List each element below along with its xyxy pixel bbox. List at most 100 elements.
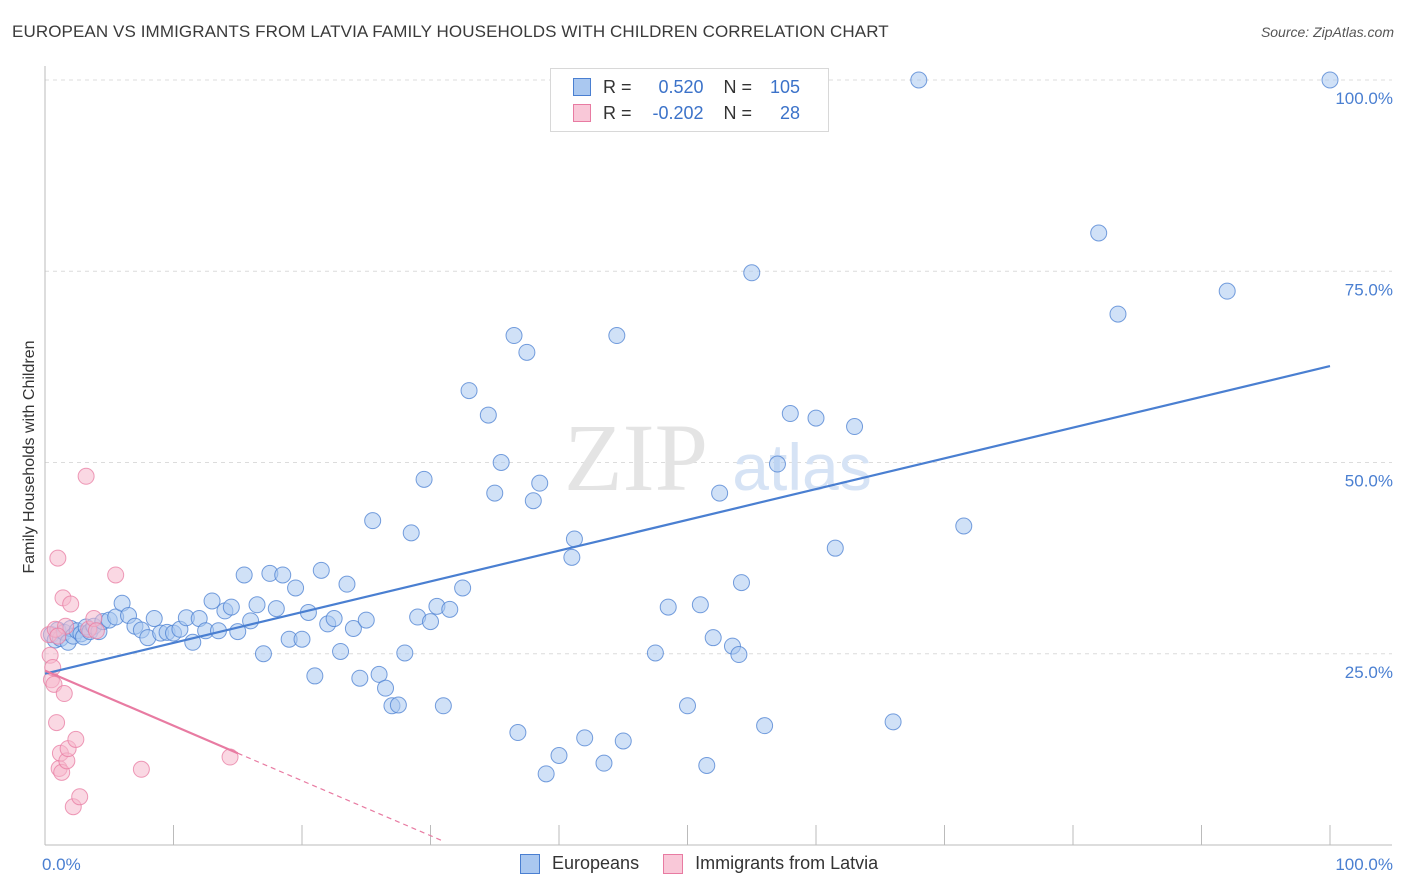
point-europeans: [509, 724, 527, 742]
point-europeans: [659, 598, 677, 616]
point-europeans: [1109, 305, 1127, 323]
point-europeans: [306, 667, 324, 685]
point-europeans: [325, 610, 343, 628]
point-latvia: [49, 549, 67, 567]
legend-r-label: R =: [603, 76, 632, 97]
point-europeans: [730, 646, 748, 664]
point-europeans: [550, 746, 568, 764]
point-latvia: [107, 566, 125, 584]
point-europeans: [732, 574, 750, 592]
point-europeans: [910, 71, 928, 89]
point-europeans: [955, 517, 973, 535]
watermark: ZIP atlas: [564, 404, 872, 511]
point-europeans: [460, 382, 478, 400]
point-europeans: [287, 579, 305, 597]
series-swatch-europeans: [520, 853, 540, 874]
data-points: [40, 71, 1339, 816]
legend-swatch-europeans: [573, 78, 591, 96]
legend-swatch-latvia: [573, 104, 591, 122]
point-europeans: [608, 327, 626, 345]
point-latvia: [67, 730, 85, 748]
series-legend-label: Immigrants from Latvia: [695, 853, 879, 873]
trend-line-europeans: [44, 365, 1331, 675]
point-europeans: [646, 644, 664, 662]
point-latvia: [71, 788, 89, 806]
legend-n-label: N =: [723, 76, 753, 97]
series-legend-latvia[interactable]: Immigrants from Latvia: [663, 853, 878, 874]
chart-title: EUROPEAN VS IMMIGRANTS FROM LATVIA FAMIL…: [12, 22, 889, 41]
legend-n-label: N =: [723, 102, 753, 123]
point-europeans: [1218, 282, 1236, 300]
point-europeans: [357, 611, 375, 629]
legend-row-latvia: R = -0.202 N = 28: [573, 101, 800, 125]
tick-labels: 25.0% 50.0% 75.0% 100.0% 0.0% 100.0%: [42, 89, 1393, 874]
point-europeans: [1090, 224, 1108, 242]
y-tick-label: 100.0%: [1335, 89, 1393, 108]
point-europeans: [441, 600, 459, 618]
point-europeans: [370, 665, 388, 683]
point-europeans: [576, 729, 594, 747]
point-latvia: [77, 467, 95, 485]
point-latvia: [132, 760, 150, 778]
point-europeans: [222, 598, 240, 616]
point-europeans: [563, 548, 581, 566]
point-europeans: [203, 592, 221, 610]
series-legend-europeans[interactable]: Europeans: [520, 853, 639, 874]
point-europeans: [402, 524, 420, 542]
point-europeans: [614, 732, 632, 750]
y-tick-label: 50.0%: [1345, 472, 1393, 491]
point-europeans: [698, 756, 716, 774]
point-europeans: [479, 406, 497, 424]
point-europeans: [884, 713, 902, 731]
legend-r-value: 0.520: [658, 76, 704, 97]
point-europeans: [454, 579, 472, 597]
correlation-legend: R = 0.520 N = 105 R = -0.202 N = 28: [550, 68, 829, 132]
point-europeans: [492, 454, 510, 471]
x-tick-label: 0.0%: [42, 855, 81, 874]
point-europeans: [743, 264, 761, 282]
point-europeans: [679, 697, 696, 715]
point-europeans: [312, 561, 330, 579]
point-europeans: [704, 629, 722, 647]
point-europeans: [524, 492, 542, 510]
point-europeans: [248, 596, 266, 614]
trend-line-latvia: [44, 669, 239, 755]
point-europeans: [505, 327, 523, 345]
point-europeans: [364, 512, 382, 530]
point-europeans: [293, 630, 311, 648]
point-europeans: [768, 455, 786, 473]
legend-r-label: R =: [603, 102, 632, 123]
point-europeans: [486, 484, 504, 502]
point-europeans: [691, 596, 709, 614]
point-europeans: [235, 566, 253, 584]
point-europeans: [274, 566, 292, 584]
point-europeans: [518, 343, 536, 361]
y-tick-label: 75.0%: [1345, 280, 1393, 299]
point-europeans: [338, 575, 356, 593]
point-europeans: [711, 484, 729, 502]
point-europeans: [1321, 71, 1339, 89]
point-europeans: [377, 679, 395, 697]
point-europeans: [434, 697, 452, 715]
axes: [44, 66, 1392, 846]
point-latvia: [87, 622, 105, 640]
series-swatch-latvia: [663, 853, 684, 874]
point-europeans: [332, 642, 350, 660]
point-europeans: [595, 754, 613, 772]
point-europeans: [756, 717, 774, 735]
x-tick-label: 100.0%: [1335, 855, 1393, 874]
point-latvia: [48, 714, 66, 732]
y-tick-label: 25.0%: [1345, 663, 1393, 682]
trend-lines: [44, 365, 1331, 842]
point-europeans: [267, 600, 285, 618]
point-latvia: [62, 595, 80, 613]
legend-r-value: -0.202: [652, 102, 704, 123]
watermark-zip: ZIP: [564, 404, 708, 511]
source-credit: Source: ZipAtlas.com: [1260, 24, 1394, 40]
trend-line-latvia-projection: [237, 752, 444, 842]
point-europeans: [807, 409, 825, 427]
point-europeans: [826, 539, 844, 557]
series-legend: Europeans Immigrants from Latvia: [520, 853, 902, 874]
point-europeans: [145, 610, 163, 628]
